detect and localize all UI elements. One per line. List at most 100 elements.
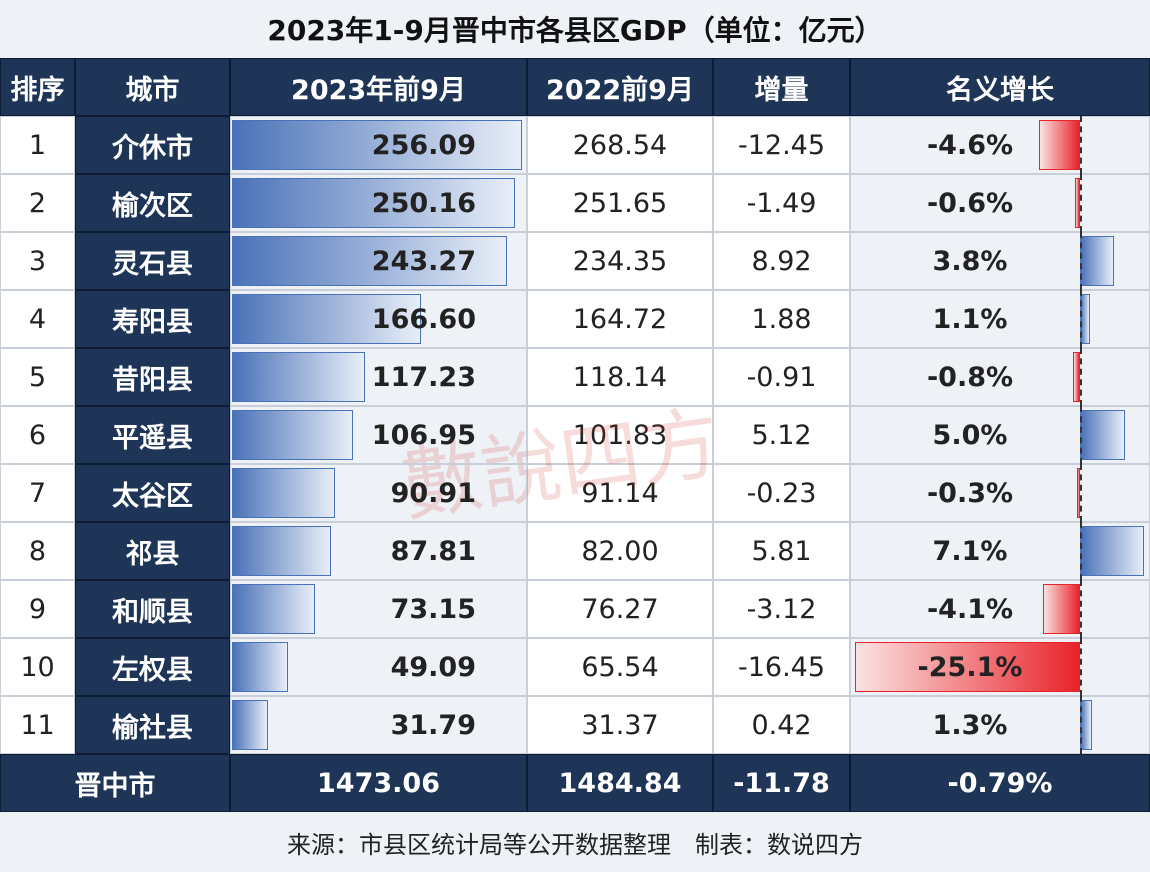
- header-cell: 城市: [75, 58, 230, 116]
- table-cell: 166.60: [230, 290, 527, 348]
- table-cell: 1: [0, 116, 75, 174]
- table-cell: 祁县: [75, 522, 230, 580]
- table-cell: 31.79: [230, 696, 527, 754]
- table-cell: -16.45: [713, 638, 850, 696]
- table-cell: -0.23: [713, 464, 850, 522]
- table-cell: 灵石县: [75, 232, 230, 290]
- table-cell: 11: [0, 696, 75, 754]
- axis-line: [1080, 696, 1082, 754]
- table-cell: -25.1%: [850, 638, 1150, 696]
- table-cell: 5.12: [713, 406, 850, 464]
- table-cell: 82.00: [527, 522, 713, 580]
- bar: [232, 468, 335, 518]
- table-cell: -0.3%: [850, 464, 1150, 522]
- bar: [232, 584, 315, 634]
- table-cell: 5: [0, 348, 75, 406]
- table-cell: 4: [0, 290, 75, 348]
- table-cell: 243.27: [230, 232, 527, 290]
- table-cell: -4.1%: [850, 580, 1150, 638]
- bar: [1072, 352, 1080, 402]
- axis-line: [1080, 116, 1082, 174]
- bar: [1080, 526, 1144, 576]
- table-cell: 5.0%: [850, 406, 1150, 464]
- axis-line: [1080, 406, 1082, 464]
- bar: [1074, 178, 1080, 228]
- total-cell: 1484.84: [527, 754, 713, 812]
- title: 2023年1-9月晋中市各县区GDP（单位：亿元）: [267, 14, 883, 47]
- table-cell: -1.49: [713, 174, 850, 232]
- table-cell: 1.88: [713, 290, 850, 348]
- table-cell: -0.91: [713, 348, 850, 406]
- table-cell: 寿阳县: [75, 290, 230, 348]
- table-cell: 昔阳县: [75, 348, 230, 406]
- table-cell: 平遥县: [75, 406, 230, 464]
- table-cell: -4.6%: [850, 116, 1150, 174]
- table-cell: 117.23: [230, 348, 527, 406]
- header-cell: 名义增长: [850, 58, 1150, 116]
- table-cell: 87.81: [230, 522, 527, 580]
- table-cell: 和顺县: [75, 580, 230, 638]
- table-cell: 90.91: [230, 464, 527, 522]
- total-cell: 晋中市: [0, 754, 230, 812]
- bar: [1077, 468, 1080, 518]
- table-cell: 8.92: [713, 232, 850, 290]
- bar: [232, 642, 288, 692]
- table-cell: 3.8%: [850, 232, 1150, 290]
- table-cell: 250.16: [230, 174, 527, 232]
- table-cell: 榆次区: [75, 174, 230, 232]
- table-cell: 8: [0, 522, 75, 580]
- table-cell: 0.42: [713, 696, 850, 754]
- axis-line: [1080, 580, 1082, 638]
- axis-line: [1080, 232, 1082, 290]
- table-cell: -0.8%: [850, 348, 1150, 406]
- table-cell: 106.95: [230, 406, 527, 464]
- table-cell: 268.54: [527, 116, 713, 174]
- table-cell: -3.12: [713, 580, 850, 638]
- table-cell: 251.65: [527, 174, 713, 232]
- table-cell: 1.1%: [850, 290, 1150, 348]
- table-cell: 太谷区: [75, 464, 230, 522]
- table-cell: 65.54: [527, 638, 713, 696]
- table-cell: 234.35: [527, 232, 713, 290]
- total-cell: -11.78: [713, 754, 850, 812]
- table-cell: 76.27: [527, 580, 713, 638]
- axis-line: [1080, 522, 1082, 580]
- table-cell: 3: [0, 232, 75, 290]
- axis-line: [1080, 638, 1082, 696]
- table-cell: 31.37: [527, 696, 713, 754]
- bar: [232, 178, 516, 228]
- table-cell: 164.72: [527, 290, 713, 348]
- table-cell: 101.83: [527, 406, 713, 464]
- table-cell: 73.15: [230, 580, 527, 638]
- table-cell: 1.3%: [850, 696, 1150, 754]
- table-cell: 49.09: [230, 638, 527, 696]
- table-cell: 介休市: [75, 116, 230, 174]
- total-cell: 1473.06: [230, 754, 527, 812]
- table-cell: 6: [0, 406, 75, 464]
- table-cell: 榆社县: [75, 696, 230, 754]
- axis-line: [1080, 174, 1082, 232]
- header-cell: 2022前9月: [527, 58, 713, 116]
- table-cell: 7.1%: [850, 522, 1150, 580]
- header-cell: 排序: [0, 58, 75, 116]
- bar: [232, 700, 268, 750]
- total-cell: -0.79%: [850, 754, 1150, 812]
- table-cell: 9: [0, 580, 75, 638]
- table-cell: 91.14: [527, 464, 713, 522]
- bar: [855, 642, 1080, 692]
- bar: [1080, 410, 1125, 460]
- table-cell: 256.09: [230, 116, 527, 174]
- bar: [1043, 584, 1080, 634]
- bar: [232, 120, 522, 170]
- bar: [232, 526, 332, 576]
- bar: [232, 294, 421, 344]
- table-cell: 5.81: [713, 522, 850, 580]
- bar: [1038, 120, 1080, 170]
- axis-line: [1080, 348, 1082, 406]
- axis-line: [1080, 464, 1082, 522]
- header-cell: 2023年前9月: [230, 58, 527, 116]
- table-cell: -0.6%: [850, 174, 1150, 232]
- bar: [232, 352, 365, 402]
- table-cell: 7: [0, 464, 75, 522]
